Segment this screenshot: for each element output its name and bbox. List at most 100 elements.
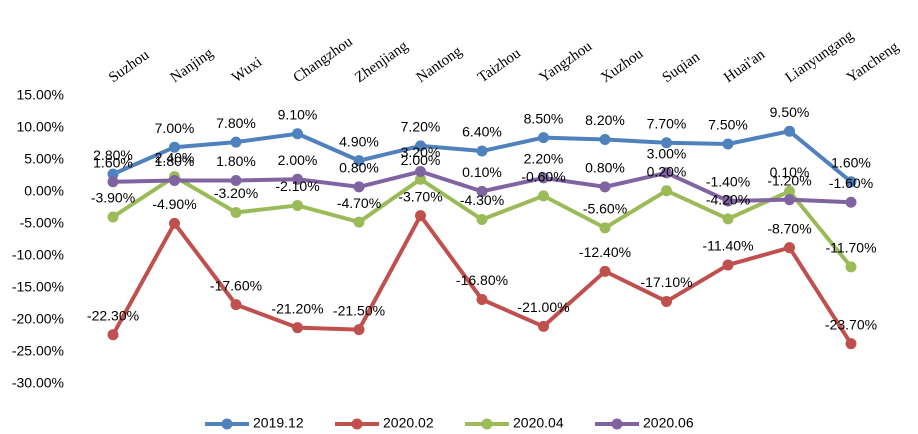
marker <box>292 173 303 185</box>
data-label: 7.70% <box>647 115 687 131</box>
data-label: 8.20% <box>585 112 625 128</box>
marker <box>722 195 734 207</box>
marker <box>292 199 303 211</box>
marker <box>292 128 303 140</box>
x-tick-label: Huai'an <box>721 46 768 86</box>
marker <box>784 125 795 137</box>
legend-label: 2020.06 <box>643 415 694 431</box>
marker <box>599 181 611 193</box>
data-label: 4.90% <box>339 133 379 149</box>
data-label: 1.60% <box>831 154 871 170</box>
marker <box>169 174 180 186</box>
data-label: 2.00% <box>278 152 318 168</box>
data-label: 6.40% <box>462 124 502 140</box>
marker <box>599 265 611 277</box>
data-label: 3.20% <box>401 144 441 160</box>
marker <box>476 145 488 157</box>
marker <box>661 295 672 307</box>
marker <box>353 216 365 228</box>
marker <box>599 222 611 234</box>
data-label: 7.20% <box>401 119 441 135</box>
marker <box>845 176 857 188</box>
x-tick-label: Xuzhou <box>598 45 646 86</box>
marker <box>538 132 549 144</box>
data-label: -12.40% <box>579 244 631 260</box>
legend-marker <box>481 418 493 430</box>
x-tick-label: Taizhou <box>475 45 524 86</box>
data-label: 7.50% <box>708 117 748 133</box>
legend-label: 2020.04 <box>513 415 564 431</box>
data-label: -3.90% <box>91 190 135 206</box>
marker <box>107 176 119 188</box>
marker <box>353 324 365 336</box>
data-label: -21.20% <box>271 300 323 316</box>
marker <box>845 196 857 208</box>
legend-label: 2020.02 <box>383 415 434 431</box>
marker <box>661 185 672 197</box>
data-label: -2.10% <box>275 178 319 194</box>
data-label: 0.80% <box>339 160 379 176</box>
x-tick-label: Nantong <box>414 43 466 86</box>
legend-label: 2019.12 <box>253 415 304 431</box>
x-tick-label: Wuxi <box>229 54 265 86</box>
data-label: 8.50% <box>524 110 564 126</box>
x-tick-label: Zhenjiang <box>352 38 411 86</box>
data-label: -1.60% <box>829 175 873 191</box>
marker <box>722 213 734 225</box>
y-tick-label: -25.00% <box>12 343 64 359</box>
data-label: 1.80% <box>155 153 195 169</box>
x-tick-label: Suzhou <box>106 47 152 86</box>
data-label: 7.80% <box>216 115 256 131</box>
marker <box>107 168 119 180</box>
marker <box>845 338 857 350</box>
data-label: 1.60% <box>93 154 133 170</box>
legend-marker <box>221 418 233 430</box>
data-label: -8.70% <box>767 220 811 236</box>
data-label: -21.50% <box>333 302 385 318</box>
data-label: -0.60% <box>521 169 565 185</box>
data-label: -21.00% <box>517 299 569 315</box>
marker <box>661 137 672 149</box>
legend-marker <box>611 418 623 430</box>
data-label: 2.80% <box>93 147 133 163</box>
data-label: 9.10% <box>278 106 318 122</box>
data-label: 0.20% <box>647 163 687 179</box>
x-tick-label: Yancheng <box>844 39 902 86</box>
x-tick-label: Yangzhou <box>537 38 596 86</box>
y-tick-label: -20.00% <box>12 311 64 327</box>
data-label: 9.50% <box>770 104 810 120</box>
data-label: 2.00% <box>401 152 441 168</box>
marker <box>230 299 242 311</box>
marker <box>476 214 488 226</box>
marker <box>230 206 242 218</box>
x-tick-label: Nanjing <box>168 45 217 86</box>
y-tick-label: -15.00% <box>12 279 64 295</box>
data-label: -1.20% <box>767 172 811 188</box>
data-label: -4.20% <box>706 192 750 208</box>
y-tick-label: -10.00% <box>12 247 64 263</box>
marker <box>538 190 549 202</box>
data-label: -1.40% <box>706 174 750 190</box>
marker <box>476 185 488 197</box>
marker <box>415 166 426 178</box>
x-tick-label: Lianyungang <box>783 27 857 86</box>
data-label: -22.30% <box>87 307 139 323</box>
marker <box>538 172 549 184</box>
marker <box>169 217 180 229</box>
marker <box>415 140 426 152</box>
data-label: 0.10% <box>462 164 502 180</box>
y-tick-label: -30.00% <box>12 375 64 391</box>
data-label: 3.00% <box>647 146 687 162</box>
data-label: -23.70% <box>825 316 877 332</box>
x-tick-label: Changzhou <box>291 34 357 87</box>
y-tick-label: 5.00% <box>24 151 64 167</box>
data-label: 1.80% <box>216 153 256 169</box>
marker <box>353 181 365 193</box>
data-label: -4.70% <box>337 195 381 211</box>
marker <box>784 242 795 254</box>
marker <box>784 194 795 206</box>
y-tick-label: 15.00% <box>17 87 64 103</box>
marker <box>845 261 857 273</box>
marker <box>230 136 242 148</box>
